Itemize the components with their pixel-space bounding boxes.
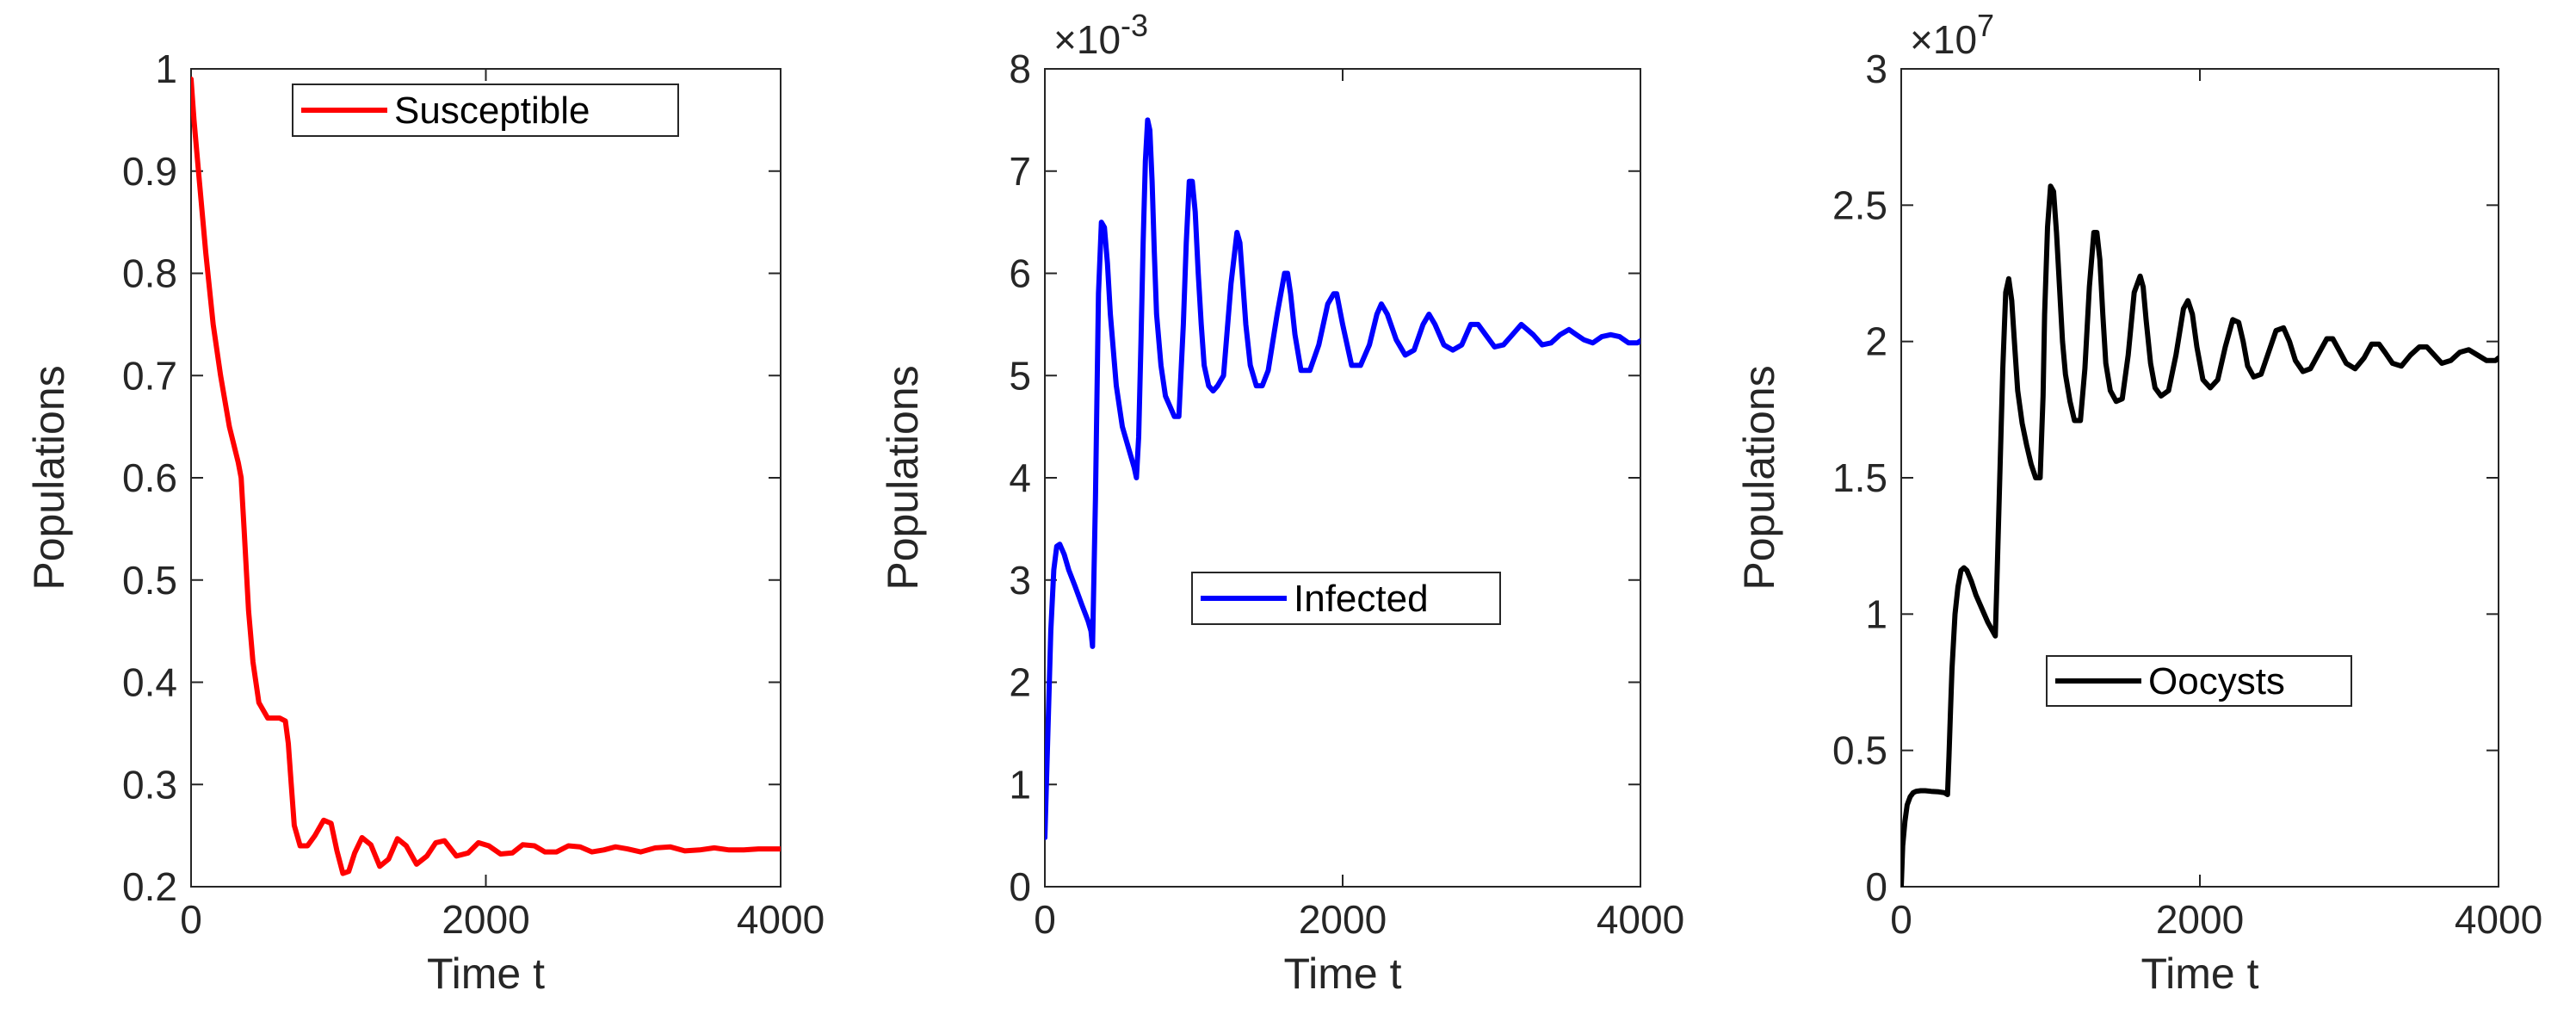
legend-label: Oocysts	[2148, 660, 2285, 702]
x-tick-label: 4000	[1597, 897, 1684, 942]
y-tick-label: 3	[1009, 558, 1031, 603]
x-axis-label: Time t	[1283, 950, 1401, 998]
y-axis-label: Populations	[879, 365, 927, 590]
y-tick-label: 7	[1009, 149, 1031, 194]
y-tick-label: 0	[1865, 864, 1887, 909]
x-tick-label: 0	[1890, 897, 1912, 942]
y-tick-label: 4	[1009, 455, 1031, 500]
legend-label: Infected	[1294, 578, 1429, 620]
y-tick-label: 0	[1009, 864, 1031, 909]
y-tick-label: 6	[1009, 251, 1031, 296]
y-tick-label: 2	[1009, 660, 1031, 705]
x-tick-label: 4000	[737, 897, 825, 942]
plot-area	[190, 68, 781, 888]
x-tick-label: 2000	[442, 897, 529, 942]
legend: Oocysts	[2046, 655, 2352, 707]
y-tick-label: 0.7	[122, 353, 177, 398]
y-tick-label: 5	[1009, 353, 1031, 398]
y-axis-label: Populations	[25, 365, 73, 590]
legend: Infected	[1191, 572, 1501, 625]
y-tick-label: 0.6	[122, 455, 177, 500]
y-tick-label: 1	[1865, 591, 1887, 636]
y-tick-label: 2	[1865, 319, 1887, 364]
y-tick-label: 0.8	[122, 251, 177, 296]
y-tick-label: 0.5	[122, 558, 177, 603]
axis-exponent-label: ×10-3	[1053, 8, 1148, 62]
y-tick-label: 0.5	[1832, 728, 1887, 773]
x-tick-label: 4000	[2455, 897, 2542, 942]
series-line-susceptible	[191, 76, 781, 876]
series-line-infected	[1045, 117, 1640, 840]
series-line-oocysts	[1901, 183, 2499, 887]
x-tick-label: 2000	[1299, 897, 1387, 942]
x-tick-label: 0	[180, 897, 202, 942]
chart-panel-2: 0 2000 4000 0 1 2 3 4 5 6 7 8 ×10-3 Time t Populations…	[879, 8, 1684, 998]
y-tick-label: 0.2	[122, 864, 177, 909]
y-tick-label: 2.5	[1832, 183, 1887, 227]
chart-panel-3: 0 2000 4000 0 0.5 1 1.5 2 2.5 3 ×107 Time t Populati…	[1735, 8, 2542, 998]
y-tick-label: 3	[1865, 46, 1887, 91]
legend-label: Susceptible	[394, 90, 590, 132]
y-tick-label: 1.5	[1832, 455, 1887, 500]
x-axis-label: Time t	[427, 950, 545, 998]
y-tick-label: 0.4	[122, 660, 177, 705]
plot-area	[1900, 68, 2499, 888]
x-tick-label: 0	[1034, 897, 1056, 942]
legend: Susceptible	[292, 84, 679, 137]
y-axis-label: Populations	[1735, 365, 1783, 590]
y-tick-label: 0.3	[122, 762, 177, 807]
y-tick-label: 8	[1009, 46, 1031, 91]
x-tick-label: 2000	[2156, 897, 2244, 942]
axis-exponent-label: ×107	[1910, 8, 1994, 62]
chart-panel-1: 0 2000 4000 0.2 0.3 0.4 0.5 0.6 0.7 0.8 0.9 1 Time t…	[25, 46, 825, 998]
y-tick-label: 0.9	[122, 149, 177, 194]
y-tick-label: 1	[155, 46, 177, 91]
y-tick-label: 1	[1009, 762, 1031, 807]
x-axis-label: Time t	[2140, 950, 2258, 998]
